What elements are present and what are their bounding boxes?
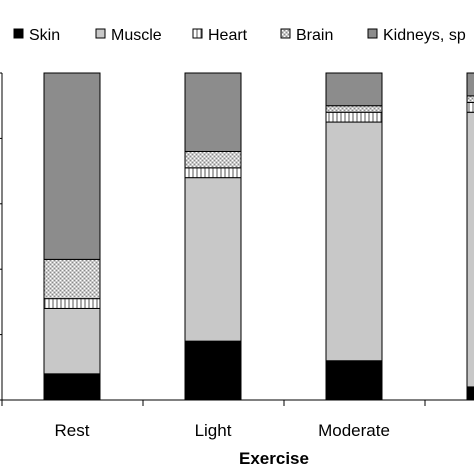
legend: Skin Muscle Heart Brain Kidneys, sp (13, 27, 466, 44)
legend-swatch-brain (280, 28, 291, 39)
bar-segment-muscle-light (184, 177, 242, 342)
bar-segment-brain-light (184, 150, 242, 169)
bar-segment-muscle-max (466, 111, 474, 388)
bar-segment-skin-light (184, 340, 242, 401)
legend-label-brain: Brain (296, 27, 333, 44)
bar-segment-kidneys-sp-light (184, 72, 242, 152)
legend-label-muscle: Muscle (111, 27, 162, 44)
plot-area: RestLightModerateM (0, 72, 474, 440)
bar-segment-brain-max (466, 95, 474, 103)
bar-segment-heart-max (466, 101, 474, 113)
bar-segment-brain-rest (43, 258, 101, 300)
bar-segment-skin-moderate (325, 360, 383, 401)
bar-segment-brain-moderate (325, 105, 383, 113)
bar-segment-heart-rest (43, 298, 101, 309)
legend-swatch-kidneys-sp (367, 28, 378, 39)
x-tick-label-rest: Rest (55, 421, 90, 440)
bar-segment-muscle-rest (43, 307, 101, 375)
x-tick-label-light: Light (195, 421, 232, 440)
legend-label-kidneys-sp: Kidneys, sp (383, 27, 466, 44)
bar-segment-heart-moderate (325, 111, 383, 123)
bar-segment-kidneys-sp-moderate (325, 72, 383, 107)
bar-segment-skin-rest (43, 373, 101, 401)
bar-segment-muscle-moderate (325, 121, 383, 362)
x-tick-label-moderate: Moderate (318, 421, 390, 440)
bar-segment-kidneys-sp-rest (43, 72, 101, 260)
bar-segment-heart-light (184, 167, 242, 179)
legend-swatch-skin (13, 28, 24, 39)
legend-swatch-heart (192, 28, 203, 39)
legend-label-skin: Skin (29, 27, 60, 44)
bar-segment-skin-max (466, 386, 474, 401)
legend-swatch-muscle (95, 28, 106, 39)
x-axis-title: Exercise (239, 449, 309, 468)
bar-segment-kidneys-sp-max (466, 72, 474, 97)
legend-label-heart: Heart (208, 27, 248, 44)
